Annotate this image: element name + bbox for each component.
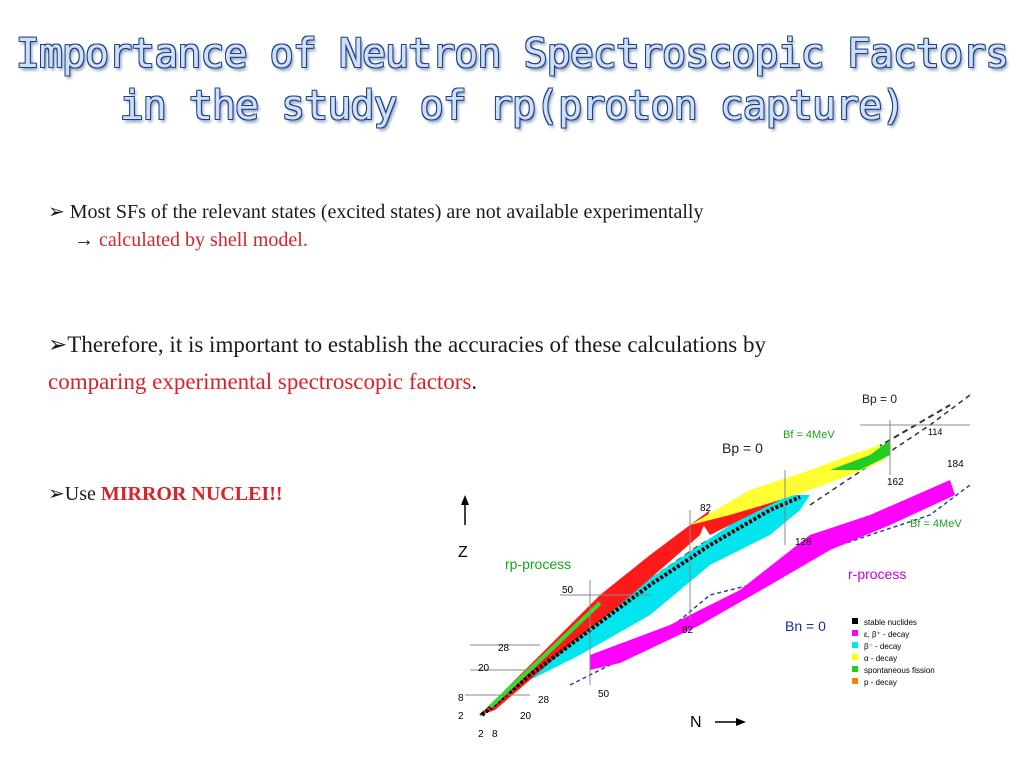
legend-label: stable nuclides [864, 618, 917, 627]
bullet-sfs: ➢ Most SFs of the relevant states (excit… [48, 198, 703, 254]
legend-label: β⁻ - decay [864, 642, 901, 651]
legend-swatch [852, 642, 858, 648]
bullet-mirror-text: Use [64, 483, 101, 505]
rp-process-label: rp-process [505, 556, 571, 572]
bp0-top-label: Bp = 0 [862, 392, 897, 406]
axis-n-label: N [690, 714, 702, 731]
bullet-marker: ➢ [48, 483, 65, 505]
beta-minus-region [480, 495, 810, 717]
bullet-accuracy: ➢Therefore, it is important to establish… [48, 326, 968, 400]
legend-swatch [852, 618, 858, 624]
shell-model-text: calculated by shell model. [99, 229, 308, 251]
slide-title: Importance of Neutron Spectroscopic Fact… [0, 28, 1024, 132]
magic-z2: 2 [458, 711, 464, 722]
stable-valley [480, 495, 801, 717]
alpha-region [690, 445, 885, 525]
magic-n184: 184 [947, 459, 964, 470]
magic-n82: 82 [682, 625, 694, 636]
arrow-icon: → [74, 229, 94, 251]
legend-swatch [852, 654, 858, 660]
magic-z114: 114 [928, 427, 942, 437]
bf-top-label: Bf = 4MeV [783, 429, 835, 441]
bullet-sfs-text: Most SFs of the relevant states (excited… [69, 201, 704, 223]
magic-n162: 162 [887, 477, 904, 488]
bp0-mid-label: Bp = 0 [722, 440, 763, 456]
magic-n126: 126 [795, 537, 812, 548]
legend: stable nuclides ε, β⁺ - decay β⁻ - decay α … [852, 618, 935, 687]
legend-label: p - decay [864, 678, 897, 687]
magic-z82: 82 [700, 503, 712, 514]
mirror-nuclei-text: MIRROR NUCLEI!! [100, 483, 283, 505]
legend-label: spontaneous fission [864, 666, 935, 675]
bn0-label: Bn = 0 [785, 618, 826, 634]
legend-swatch [852, 678, 858, 684]
n-arrow-head [736, 718, 746, 726]
magic-z8: 8 [458, 693, 464, 704]
fission-barrier-line [809, 394, 971, 506]
magic-n20: 20 [520, 711, 532, 722]
rp-process-path [488, 601, 602, 709]
legend-swatch [852, 666, 858, 672]
period: . [471, 369, 478, 394]
r-process-band [590, 480, 955, 670]
bullet-marker: ➢ [48, 201, 65, 223]
magic-z28: 28 [498, 643, 510, 654]
magic-n8: 8 [492, 729, 498, 740]
z-arrow-head [461, 495, 469, 505]
magic-n50: 50 [598, 689, 610, 700]
magic-n28: 28 [538, 695, 550, 706]
legend-label: α - decay [864, 654, 897, 663]
r-process-label: r-process [848, 566, 906, 582]
legend-swatch [852, 630, 858, 636]
bullet-accuracy-text: Therefore, it is important to establish … [67, 332, 766, 357]
magic-z50: 50 [562, 585, 574, 596]
nuclide-chart-figure: Z N Bp = 0 Bp = 0 Bf = 4MeV Bf = 4MeV rp… [458, 392, 971, 740]
bullet-marker: ➢ [48, 332, 68, 357]
title-line-2: in the study of rp(proton capture) [119, 83, 906, 129]
axis-z-label: Z [458, 544, 468, 561]
title-line-1: Importance of Neutron Spectroscopic Fact… [15, 31, 1010, 77]
bf-right-label: Bf = 4MeV [910, 518, 962, 530]
magic-n2: 2 [478, 729, 484, 740]
legend-label: ε, β⁺ - decay [864, 630, 909, 639]
magic-z20: 20 [478, 663, 490, 674]
fission-region [830, 440, 890, 470]
comparing-sf-text: comparing experimental spectroscopic fac… [48, 369, 472, 394]
bullet-mirror: ➢Use MIRROR NUCLEI!! [48, 480, 283, 508]
magic-lines [465, 420, 970, 696]
